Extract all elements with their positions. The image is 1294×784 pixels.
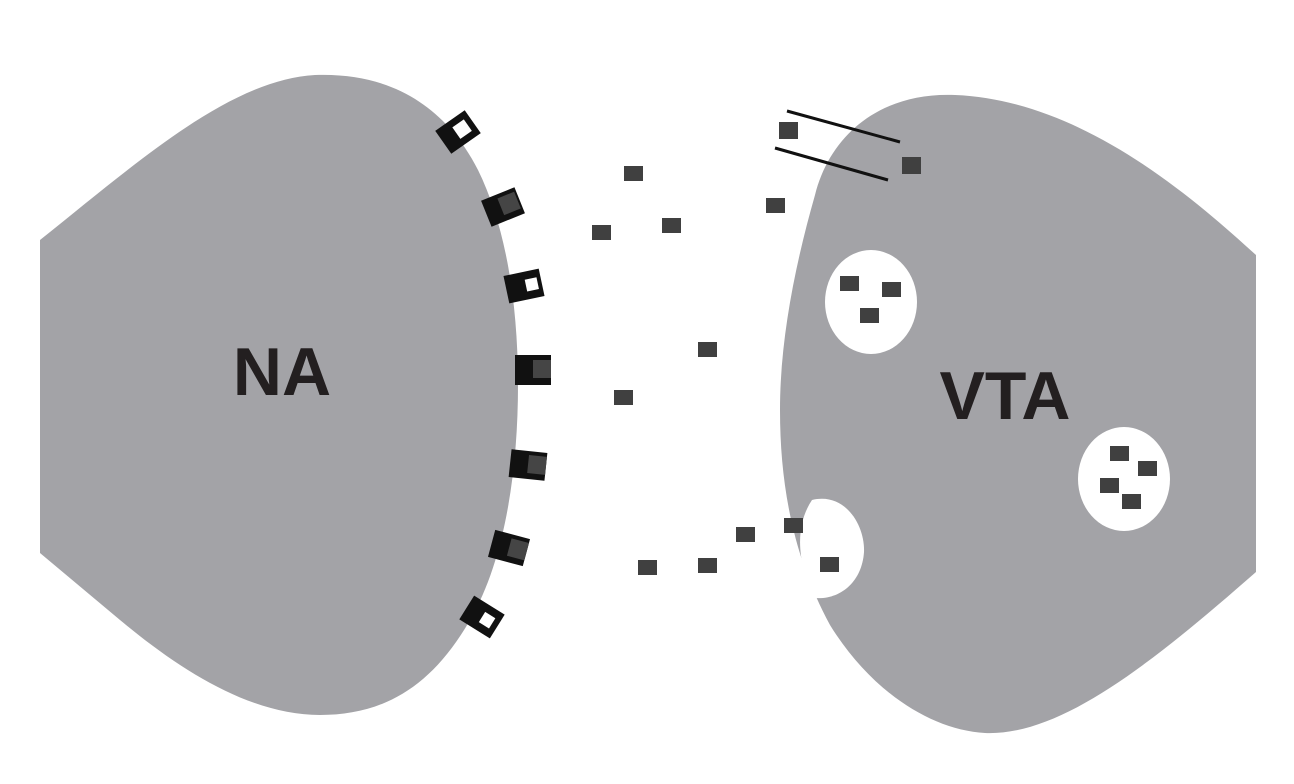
receptor-2	[481, 187, 525, 227]
molecule	[860, 308, 879, 323]
free-molecules	[592, 122, 921, 575]
receptor-7	[459, 595, 505, 639]
molecule	[698, 558, 717, 573]
vesicle-upper-contents	[840, 276, 901, 323]
molecule	[592, 225, 611, 240]
molecule	[902, 157, 921, 174]
molecule	[766, 198, 785, 213]
receptor-4	[515, 355, 551, 385]
receptor-6	[487, 529, 531, 567]
vesicle-lower-contents	[1100, 446, 1157, 509]
pipette-line-upper	[786, 109, 901, 144]
molecule	[614, 390, 633, 405]
released-molecules	[784, 518, 839, 572]
molecule	[882, 282, 901, 297]
na-label: NA	[233, 334, 331, 410]
na-region-shape	[40, 74, 518, 716]
pipette-line-lower	[774, 146, 889, 182]
vta-label: VTA	[940, 358, 1071, 434]
molecule	[624, 166, 643, 181]
vesicle-lower-right	[1078, 427, 1170, 531]
molecule	[1138, 461, 1157, 476]
molecule	[736, 527, 755, 542]
molecule	[638, 560, 657, 575]
molecule	[1100, 478, 1119, 493]
molecule	[662, 218, 681, 233]
molecule	[784, 518, 803, 533]
molecule	[1110, 446, 1129, 461]
molecule	[840, 276, 859, 291]
molecule	[1122, 494, 1141, 509]
vta-region-shape	[780, 94, 1256, 734]
molecule	[698, 342, 717, 357]
vesicle-releasing	[800, 498, 865, 599]
receptor-3	[503, 268, 545, 304]
molecule	[779, 122, 798, 139]
receptor-1	[435, 110, 481, 154]
receptor-5	[508, 449, 548, 481]
vesicle-upper	[825, 250, 917, 354]
molecule	[820, 557, 839, 572]
